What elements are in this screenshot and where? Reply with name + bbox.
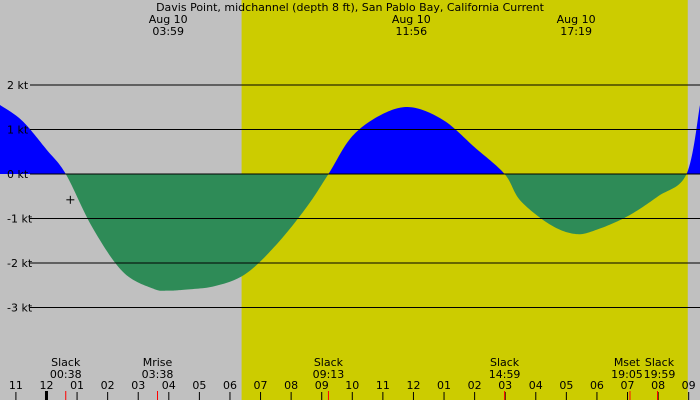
event-time-label: 00:38 [50,368,82,381]
hour-label: 12 [406,379,420,392]
event-time-label: 14:59 [489,368,521,381]
ebb-area [65,174,329,291]
hour-label: 01 [70,379,84,392]
current-area-layer [0,105,700,291]
gridline-layer [30,84,700,308]
event-label-layer: Slack00:38Mrise03:38Slack09:13Slack14:59… [50,356,675,381]
hour-label: 03 [131,379,145,392]
hour-label: 09 [315,379,329,392]
peak-time-label: 17:19 [560,25,592,38]
flood-area [686,105,700,174]
hour-label: 07 [621,379,635,392]
event-time-label: 19:59 [644,368,676,381]
event-time-label: 19:05 [611,368,643,381]
hour-label: 04 [162,379,176,392]
hour-label: 02 [101,379,115,392]
crosshair-cursor [66,195,75,204]
chart-title: Davis Point, midchannel (depth 8 ft), Sa… [156,1,545,14]
hour-label: 02 [468,379,482,392]
hour-label: 10 [345,379,359,392]
hour-label: 08 [651,379,665,392]
y-tick-label: 2 kt [7,79,29,92]
peak-date-label: Aug 10 [557,13,596,26]
flood-area [328,107,505,174]
hour-axis-layer: 11 12 01 02 03 04 05 06 07 08 09 10 11 12 01 02 03 04 05 06… [9,379,696,400]
hour-label: 01 [437,379,451,392]
hour-label: 05 [192,379,206,392]
event-name-label: Slack [645,356,675,369]
y-tick-label: -1 kt [7,213,33,226]
peak-date-label: Aug 10 [392,13,431,26]
y-tick-label: 0 kt [7,168,29,181]
event-name-label: Slack [51,356,81,369]
y-tick-label: 1 kt [7,124,29,137]
peak-time-label: 03:59 [152,25,184,38]
peak-date-label: Aug 10 [149,13,188,26]
hour-label: 07 [254,379,268,392]
event-name-label: Mset [614,356,641,369]
hour-label: 06 [590,379,604,392]
y-tick-label: -3 kt [7,302,33,315]
peak-time-label: 11:56 [395,25,427,38]
event-name-label: Slack [490,356,520,369]
hour-label: 08 [284,379,298,392]
ebb-area [504,174,687,235]
event-name-label: Slack [314,356,344,369]
hour-label: 12 [39,379,53,392]
event-name-label: Mrise [143,356,173,369]
event-time-label: 09:13 [313,368,345,381]
hour-label: 11 [376,379,390,392]
y-tick-label: -2 kt [7,257,33,270]
hour-label: 11 [9,379,23,392]
y-tick-layer: 2 kt 1 kt 0 kt -1 kt -2 kt -3 kt [7,79,33,315]
hour-label: 09 [682,379,696,392]
hour-label: 05 [559,379,573,392]
hour-label: 06 [223,379,237,392]
hour-label: 04 [529,379,543,392]
event-time-label: 03:38 [142,368,174,381]
flood-area [0,105,66,174]
midnight-marker [44,391,48,400]
hour-label: 03 [498,379,512,392]
